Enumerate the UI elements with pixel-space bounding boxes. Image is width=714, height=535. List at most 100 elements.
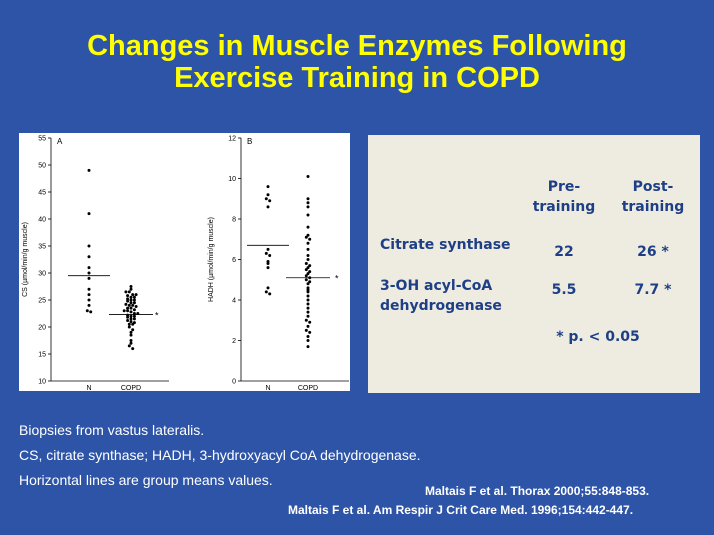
chart2-point-copd-30 bbox=[306, 306, 310, 310]
chart2-point-copd-16 bbox=[304, 268, 308, 272]
chart1-point-copd-16 bbox=[127, 303, 131, 307]
chart2-point-copd-35 bbox=[306, 324, 310, 328]
chart1-point-n-10 bbox=[87, 303, 91, 307]
chart1-point-copd-41 bbox=[129, 333, 133, 337]
chart1-point-n-0 bbox=[87, 168, 91, 172]
chart1-point-copd-17 bbox=[131, 303, 135, 307]
chart1-panel-label: A bbox=[57, 137, 63, 146]
chart1-point-n-9 bbox=[87, 298, 91, 302]
chart1-ytick-label-7: 45 bbox=[38, 190, 46, 197]
chart2-point-copd-32 bbox=[306, 314, 310, 318]
col-header-pre-l1: Pre- bbox=[547, 179, 581, 195]
chart2-point-copd-36 bbox=[304, 328, 308, 332]
chart2-point-n-13 bbox=[268, 292, 272, 296]
chart2-ytick-label-2: 4 bbox=[232, 298, 236, 305]
chart2-point-n-4 bbox=[266, 205, 270, 209]
chart2-point-copd-37 bbox=[308, 330, 312, 334]
chart2-point-n-0 bbox=[266, 185, 270, 189]
chart1-point-copd-9 bbox=[126, 297, 130, 301]
chart2-point-n-5 bbox=[266, 247, 270, 251]
reference-2: Maltais F et al. Am Respir J Crit Care M… bbox=[288, 503, 634, 517]
chart1-point-copd-21 bbox=[132, 308, 136, 312]
chart1-point-copd-7 bbox=[129, 295, 133, 299]
chart1-point-copd-4 bbox=[131, 293, 135, 297]
chart2-point-copd-12 bbox=[306, 258, 310, 261]
chart2-ytick-label-5: 10 bbox=[228, 176, 236, 183]
chart2-point-n-10 bbox=[266, 266, 270, 270]
chart1-ylabel: CS (µmol/min/g muscle) bbox=[22, 222, 29, 297]
chart2-point-copd-10 bbox=[306, 247, 310, 251]
chart1-point-n-1 bbox=[87, 212, 91, 216]
chart1-point-copd-3 bbox=[127, 290, 131, 294]
chart1-point-copd-19 bbox=[126, 306, 130, 310]
chart2-point-copd-17 bbox=[308, 270, 312, 274]
chart2-point-copd-18 bbox=[306, 272, 310, 276]
chart1-point-copd-2 bbox=[124, 290, 128, 294]
chart1-point-copd-11 bbox=[132, 298, 136, 302]
cell-citrate-pre: 22 bbox=[554, 244, 574, 260]
chart2-point-n-6 bbox=[264, 251, 268, 255]
row-label-citrate: Citrate synthase bbox=[380, 235, 530, 255]
chart1-point-copd-15 bbox=[124, 302, 128, 306]
chart1-point-copd-28 bbox=[129, 314, 133, 318]
chart1-ytick-label-2: 20 bbox=[38, 325, 46, 332]
chart2-panel-label: B bbox=[247, 137, 252, 146]
row-label-citrate-l1: Citrate synthase bbox=[380, 237, 511, 253]
chart2-category-label-1: COPD bbox=[298, 385, 318, 391]
chart1-point-copd-24 bbox=[129, 310, 133, 314]
chart1-point-n-2 bbox=[87, 244, 91, 248]
chart1-point-copd-29 bbox=[132, 314, 136, 318]
chart2-point-copd-7 bbox=[304, 235, 308, 239]
chart2-point-copd-34 bbox=[308, 320, 312, 324]
chart1-point-copd-10 bbox=[129, 298, 133, 302]
title-line-1: Changes in Muscle Enzymes Following bbox=[87, 30, 627, 62]
chart1-point-n-12 bbox=[89, 310, 93, 314]
note-line-1: Biopsies from vastus lateralis. bbox=[19, 422, 205, 438]
chart1-ytick-label-1: 15 bbox=[38, 352, 46, 359]
chart1-point-copd-40 bbox=[129, 330, 133, 334]
chart1-point-copd-1 bbox=[129, 287, 133, 291]
chart1-point-n-3 bbox=[87, 255, 91, 259]
chart1-point-copd-37 bbox=[131, 322, 135, 326]
results-table: Pre- training Post- training Citrate syn… bbox=[368, 135, 700, 393]
chart2-point-n-1 bbox=[266, 193, 270, 197]
chart1-point-copd-5 bbox=[134, 293, 138, 297]
note-line-3: Horizontal lines are group means values. bbox=[19, 472, 273, 488]
chart1-ytick-label-3: 25 bbox=[38, 298, 46, 305]
chart1-point-copd-32 bbox=[132, 317, 136, 321]
chart1-ytick-label-4: 30 bbox=[38, 271, 46, 278]
chart1-point-copd-31 bbox=[129, 317, 133, 321]
chart1-ytick-label-5: 35 bbox=[38, 244, 46, 251]
chart2-ytick-label-1: 2 bbox=[232, 338, 236, 345]
chart2-significance-star: * bbox=[335, 274, 339, 284]
chart1-point-n-8 bbox=[87, 293, 91, 297]
chart2-point-copd-29 bbox=[306, 302, 310, 306]
chart1-ytick-label-0: 10 bbox=[38, 379, 46, 386]
chart2-point-copd-38 bbox=[306, 334, 310, 338]
chart2-point-copd-0 bbox=[306, 174, 310, 178]
chart1-point-copd-22 bbox=[122, 309, 126, 313]
row-label-hadh: 3-OH acyl-CoA dehydrogenase bbox=[380, 276, 530, 316]
chart1-point-copd-45 bbox=[131, 347, 135, 351]
cell-hadh-post: 7.7 * bbox=[634, 282, 672, 298]
chart2-point-copd-26 bbox=[306, 290, 310, 294]
chart2-ytick-label-6: 12 bbox=[228, 136, 236, 143]
col-header-pre: Pre- training bbox=[528, 177, 600, 217]
chart2-point-n-3 bbox=[268, 199, 272, 203]
chart1-point-copd-18 bbox=[134, 304, 138, 308]
chart1-point-copd-44 bbox=[127, 344, 131, 348]
chart2-point-copd-27 bbox=[306, 294, 310, 298]
chart1-point-copd-23 bbox=[126, 309, 130, 313]
chart2-point-copd-2 bbox=[306, 201, 310, 205]
chart1-ytick-label-8: 50 bbox=[38, 163, 46, 170]
chart2-point-copd-39 bbox=[306, 339, 310, 342]
chart2-ytick-label-3: 6 bbox=[232, 257, 236, 264]
cell-citrate-post: 26 * bbox=[637, 244, 669, 260]
chart2-point-copd-13 bbox=[304, 262, 308, 266]
chart1-point-copd-36 bbox=[127, 322, 131, 326]
col-header-post-l1: Post- bbox=[632, 179, 674, 195]
col-header-pre-l2: training bbox=[532, 199, 596, 215]
chart2-point-copd-9 bbox=[306, 241, 310, 245]
chart2-point-copd-11 bbox=[306, 253, 310, 257]
